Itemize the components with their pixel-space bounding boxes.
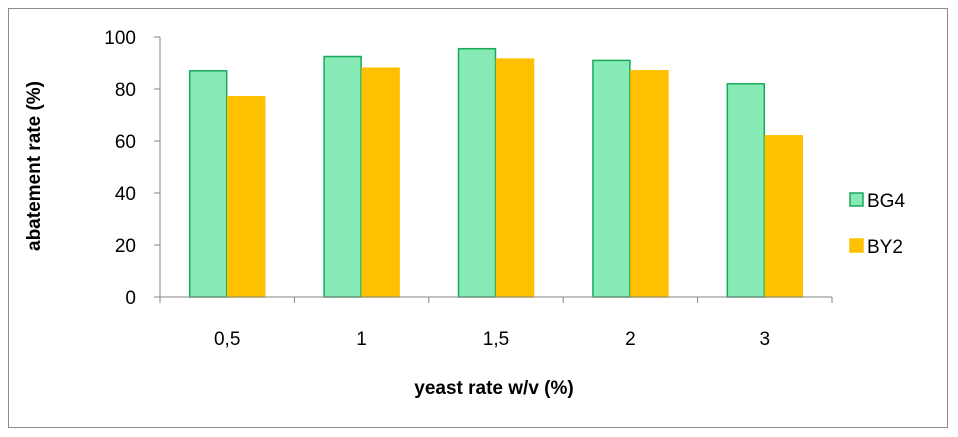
y-tick-label: 80 — [115, 80, 136, 101]
x-tick-label: 3 — [760, 329, 771, 350]
y-tick-label: 0 — [125, 288, 136, 309]
x-tick-label: 2 — [625, 329, 636, 350]
bar-by2 — [361, 67, 400, 298]
y-axis-title: abatement rate (%) — [24, 81, 45, 251]
y-tick-label: 20 — [115, 236, 136, 257]
bar-by2 — [764, 135, 804, 298]
bars — [188, 47, 804, 298]
y-axis-ticks: 0 20 40 60 80 100 — [104, 28, 160, 309]
x-tick-label: 0,5 — [214, 329, 240, 350]
legend-label-by2: BY2 — [867, 237, 903, 258]
bar-by2 — [226, 96, 266, 298]
x-axis-ticks: 0,5 1 1,5 2 3 — [159, 297, 833, 350]
legend-swatch-by2 — [849, 238, 864, 253]
bar-bg4 — [323, 55, 362, 298]
bar-by2 — [630, 70, 669, 298]
legend: BG4 BY2 — [849, 191, 905, 258]
y-tick-label: 40 — [115, 184, 136, 205]
bar-bg4 — [726, 83, 766, 298]
x-axis-title: yeast rate w/v (%) — [414, 378, 573, 399]
x-tick-label: 1,5 — [483, 329, 509, 350]
bar-bg4 — [188, 70, 228, 298]
y-tick-label: 60 — [115, 132, 136, 153]
legend-label-bg4: BG4 — [867, 191, 905, 212]
y-tick-label: 100 — [104, 28, 136, 49]
bar-by2 — [495, 58, 535, 298]
bar-bg4 — [457, 47, 497, 298]
bar-bg4 — [592, 59, 631, 298]
x-tick-label: 1 — [356, 329, 367, 350]
legend-swatch-bg4 — [849, 192, 864, 207]
